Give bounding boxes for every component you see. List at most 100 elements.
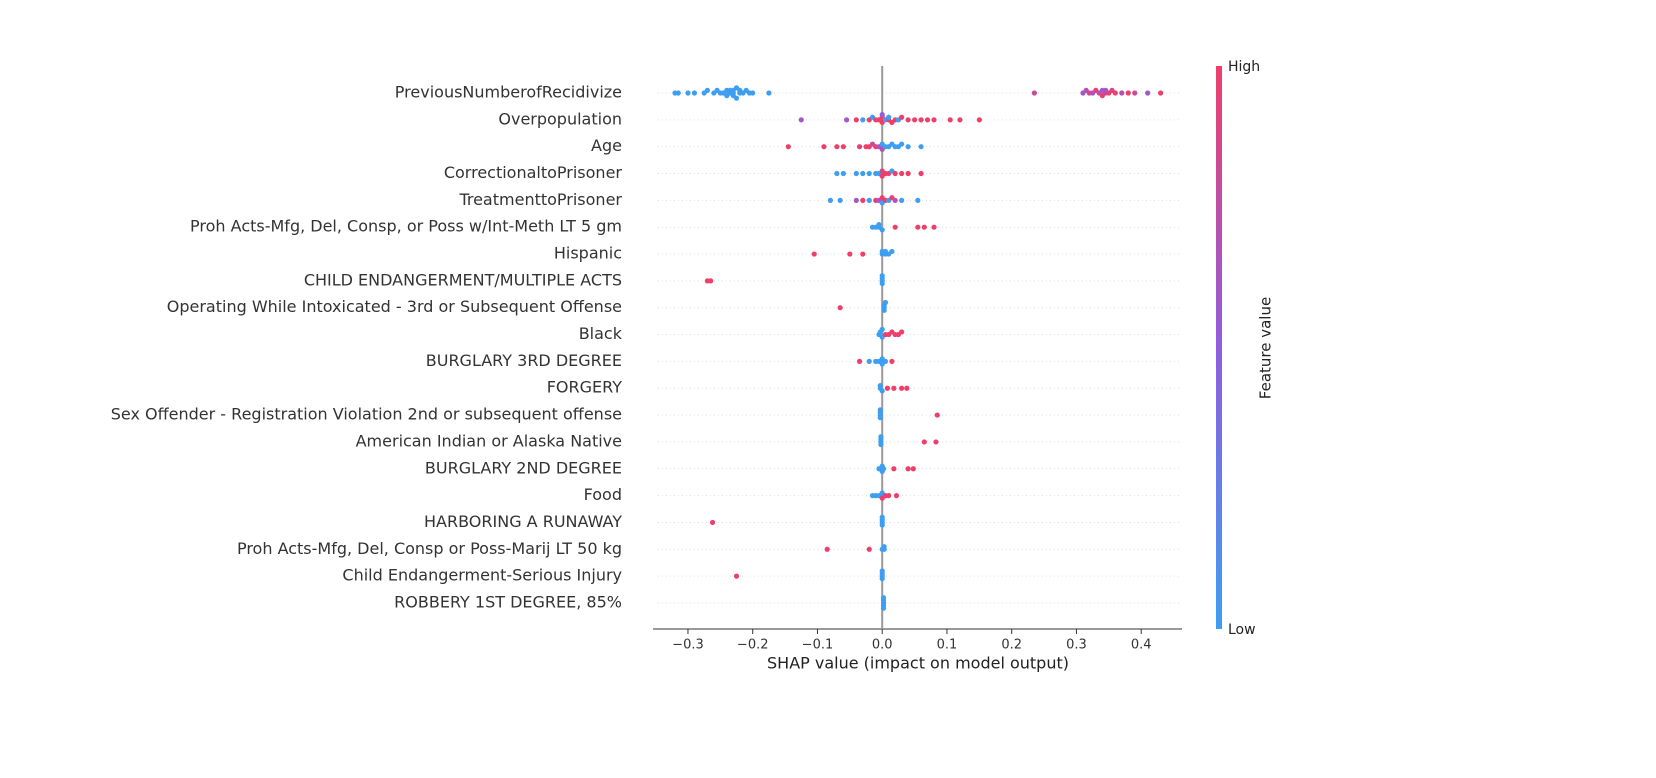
dot (880, 595, 887, 601)
dot (733, 95, 740, 101)
dot (1112, 90, 1118, 96)
feature-label: Hispanic (554, 244, 622, 263)
feature-label: PreviousNumberofRecidivize (395, 83, 622, 102)
dot (879, 514, 885, 520)
dot (879, 576, 885, 582)
colorbar-label: Feature value (1257, 297, 1275, 399)
feature-label: CHILD ENDANGERMENT/MULTIPLE ACTS (304, 270, 622, 289)
dot (881, 307, 887, 313)
dot (899, 197, 905, 203)
dot (934, 412, 940, 418)
x-tick-label: −0.2 (737, 638, 769, 653)
dot (880, 466, 887, 472)
dot (675, 90, 681, 96)
dot (879, 522, 885, 528)
dot (733, 573, 740, 579)
dot (853, 197, 859, 203)
dot (976, 117, 982, 123)
dot (860, 251, 866, 257)
dot (892, 197, 898, 203)
dot (834, 144, 840, 150)
dot (905, 144, 911, 150)
feature-label: American Indian or Alaska Native (356, 431, 622, 450)
feature-label: Proh Acts-Mfg, Del, Consp or Poss-Marij … (237, 539, 622, 558)
x-tick-label: −0.1 (802, 638, 834, 653)
dot (904, 385, 910, 391)
dot (853, 170, 859, 177)
dot (947, 117, 953, 123)
dot (880, 605, 887, 611)
dot (866, 197, 872, 203)
dot (879, 388, 885, 394)
colorbar-high: High (1228, 59, 1260, 75)
dot (685, 90, 691, 96)
dot (884, 385, 890, 391)
dot (915, 224, 921, 230)
feature-label: ROBBERY 1ST DEGREE, 85% (394, 592, 622, 611)
dot (905, 170, 911, 177)
dot (893, 493, 900, 499)
dot (921, 224, 927, 230)
dot (911, 117, 918, 123)
dot (860, 170, 866, 177)
dot (798, 117, 804, 123)
dot (899, 385, 905, 391)
dot (879, 273, 885, 279)
feature-label: BURGLARY 2ND DEGREE (425, 458, 622, 477)
feature-label: Age (591, 136, 622, 155)
feature-label: FORGERY (547, 378, 623, 397)
dot (899, 114, 905, 120)
dot (878, 434, 884, 440)
dot (860, 197, 866, 203)
x-tick-label: −0.3 (672, 638, 704, 653)
dot (876, 222, 882, 228)
dot (837, 197, 843, 203)
feature-label: Sex Offender - Registration Violation 2n… (111, 405, 622, 424)
feature-label: Black (579, 324, 623, 343)
dot (866, 546, 872, 552)
feature-label: Proh Acts-Mfg, Del, Consp, or Poss w/Int… (190, 217, 622, 236)
x-tick-label: 0.2 (1001, 638, 1022, 653)
dot (881, 544, 887, 550)
dot (853, 117, 859, 123)
dot (811, 251, 817, 257)
feature-label: CorrectionaltoPrisoner (444, 163, 623, 182)
dot (856, 358, 863, 364)
feature-label: Food (584, 485, 622, 504)
dot (889, 248, 895, 255)
dot (892, 170, 898, 177)
colorbar-low: Low (1228, 622, 1256, 638)
dot (847, 251, 853, 257)
dot (918, 117, 924, 123)
dot (877, 407, 883, 413)
dot (886, 493, 892, 499)
dot (877, 383, 883, 389)
x-tick-label: 0.1 (937, 638, 958, 653)
dot (860, 117, 866, 123)
dot (750, 90, 756, 96)
feature-label: TreatmenttoPrisoner (458, 190, 622, 209)
dot (931, 117, 937, 123)
dot (886, 114, 892, 120)
dot (1119, 90, 1125, 96)
dot (899, 141, 905, 147)
feature-label: Child Endangerment-Serious Injury (342, 566, 622, 585)
dot (877, 415, 883, 421)
x-axis-label: SHAP value (impact on model output) (767, 654, 1069, 673)
dot (840, 170, 846, 177)
dot (879, 112, 885, 118)
dot (866, 358, 872, 364)
feature-label: Overpopulation (498, 109, 622, 128)
dot (891, 385, 897, 391)
dot (837, 305, 843, 311)
dot (905, 466, 911, 472)
dot (882, 299, 889, 306)
dot (933, 439, 939, 445)
dot (691, 90, 698, 96)
dot (910, 466, 916, 472)
dot (1158, 90, 1164, 96)
dot (879, 227, 885, 233)
colorbar (1216, 66, 1222, 629)
feature-label: Operating While Intoxicated - 3rd or Sub… (167, 297, 622, 316)
dot (843, 117, 850, 123)
